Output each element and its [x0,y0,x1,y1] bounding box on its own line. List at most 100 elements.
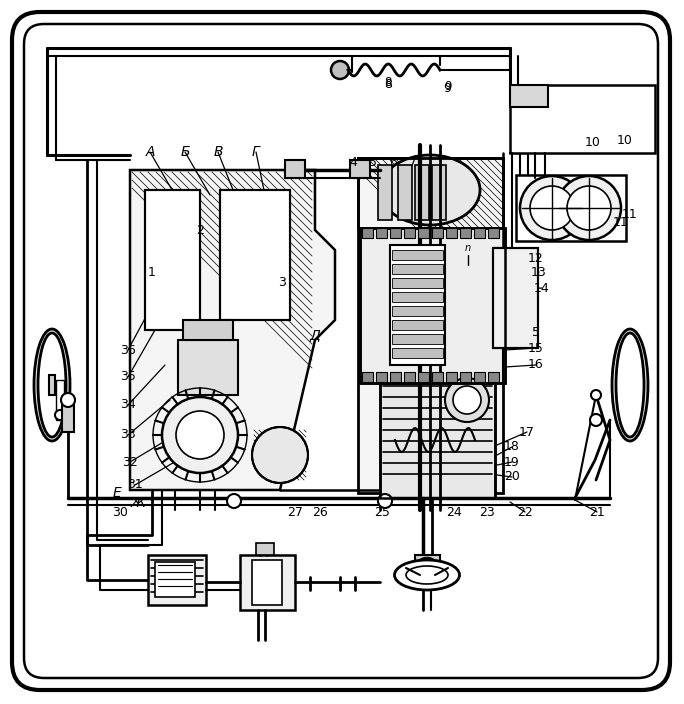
Circle shape [378,494,392,508]
Bar [183,320,233,340]
Text: 33: 33 [120,429,136,441]
Bar [378,165,392,220]
Text: 16: 16 [528,358,544,372]
Text: 30: 30 [112,505,128,519]
Text: 17: 17 [519,425,535,439]
Circle shape [590,414,602,426]
Bar [488,228,499,238]
Text: 4: 4 [349,156,357,170]
Text: 25: 25 [374,505,390,519]
Bar [252,560,282,605]
Circle shape [162,397,238,473]
Bar [446,372,457,382]
Bar [358,158,503,228]
Bar [432,372,443,382]
Text: 12: 12 [528,251,544,265]
Text: 20: 20 [504,470,520,484]
Bar [392,264,443,274]
Bar [256,543,274,555]
Bar [404,372,415,382]
Text: 5: 5 [532,325,540,339]
Bar [392,320,443,330]
Text: Ж: Ж [131,496,146,510]
Bar [350,160,370,178]
Bar [432,165,446,220]
Bar [390,228,401,238]
Text: 32: 32 [122,455,138,468]
Circle shape [453,386,481,414]
Bar [418,228,429,238]
Bar [392,250,443,260]
Text: 24: 24 [446,505,462,519]
Circle shape [445,378,489,422]
Text: A: A [145,145,155,159]
Bar [493,248,538,348]
Bar [415,165,429,220]
Bar [220,190,290,320]
Text: 26: 26 [312,505,328,519]
Bar [62,400,74,432]
Bar [148,555,206,605]
Bar [392,306,443,316]
Text: 9: 9 [444,80,451,94]
Circle shape [331,61,349,79]
Text: 27: 27 [287,505,303,519]
Text: 19: 19 [504,455,520,468]
Bar [376,372,387,382]
Ellipse shape [612,329,648,441]
Bar [392,278,443,288]
Ellipse shape [395,560,460,590]
Bar [360,228,505,383]
Text: 10: 10 [617,134,633,148]
Bar [220,190,290,320]
Bar [240,555,295,610]
Bar [145,190,200,330]
Circle shape [227,494,241,508]
Circle shape [55,410,65,420]
Text: 6: 6 [389,156,397,170]
Bar [178,340,238,395]
Bar [432,228,443,238]
Bar [510,85,548,107]
Text: 36: 36 [120,344,136,356]
Text: 35: 35 [120,370,136,384]
Bar [474,228,485,238]
Circle shape [61,393,75,407]
Bar [155,562,195,597]
Bar [49,375,55,395]
Circle shape [415,558,439,582]
Text: 34: 34 [120,398,136,412]
Bar [493,248,538,348]
Bar [404,228,415,238]
Bar [362,228,373,238]
FancyBboxPatch shape [24,24,658,678]
Bar [376,228,387,238]
Text: Е: Е [113,486,121,500]
Bar [285,160,305,178]
Bar [358,158,503,493]
Bar [418,372,429,382]
Text: 5: 5 [369,156,377,170]
Bar [460,372,471,382]
Text: 15: 15 [528,341,544,355]
Text: n: n [465,243,471,253]
Text: 11: 11 [622,208,638,222]
Text: 31: 31 [127,479,143,491]
Ellipse shape [380,155,480,225]
Text: 29: 29 [168,584,183,596]
Circle shape [557,176,621,240]
Bar [392,292,443,302]
Circle shape [176,411,224,459]
Bar [460,228,471,238]
Bar [56,380,64,420]
Text: 11: 11 [613,215,629,229]
Bar [392,348,443,358]
Circle shape [520,176,584,240]
Polygon shape [130,170,335,490]
Bar [145,190,200,330]
Bar [415,555,440,575]
Text: Б: Б [181,145,189,159]
Text: 3: 3 [278,275,286,289]
Text: 14: 14 [534,282,550,294]
Text: 9: 9 [443,82,451,94]
